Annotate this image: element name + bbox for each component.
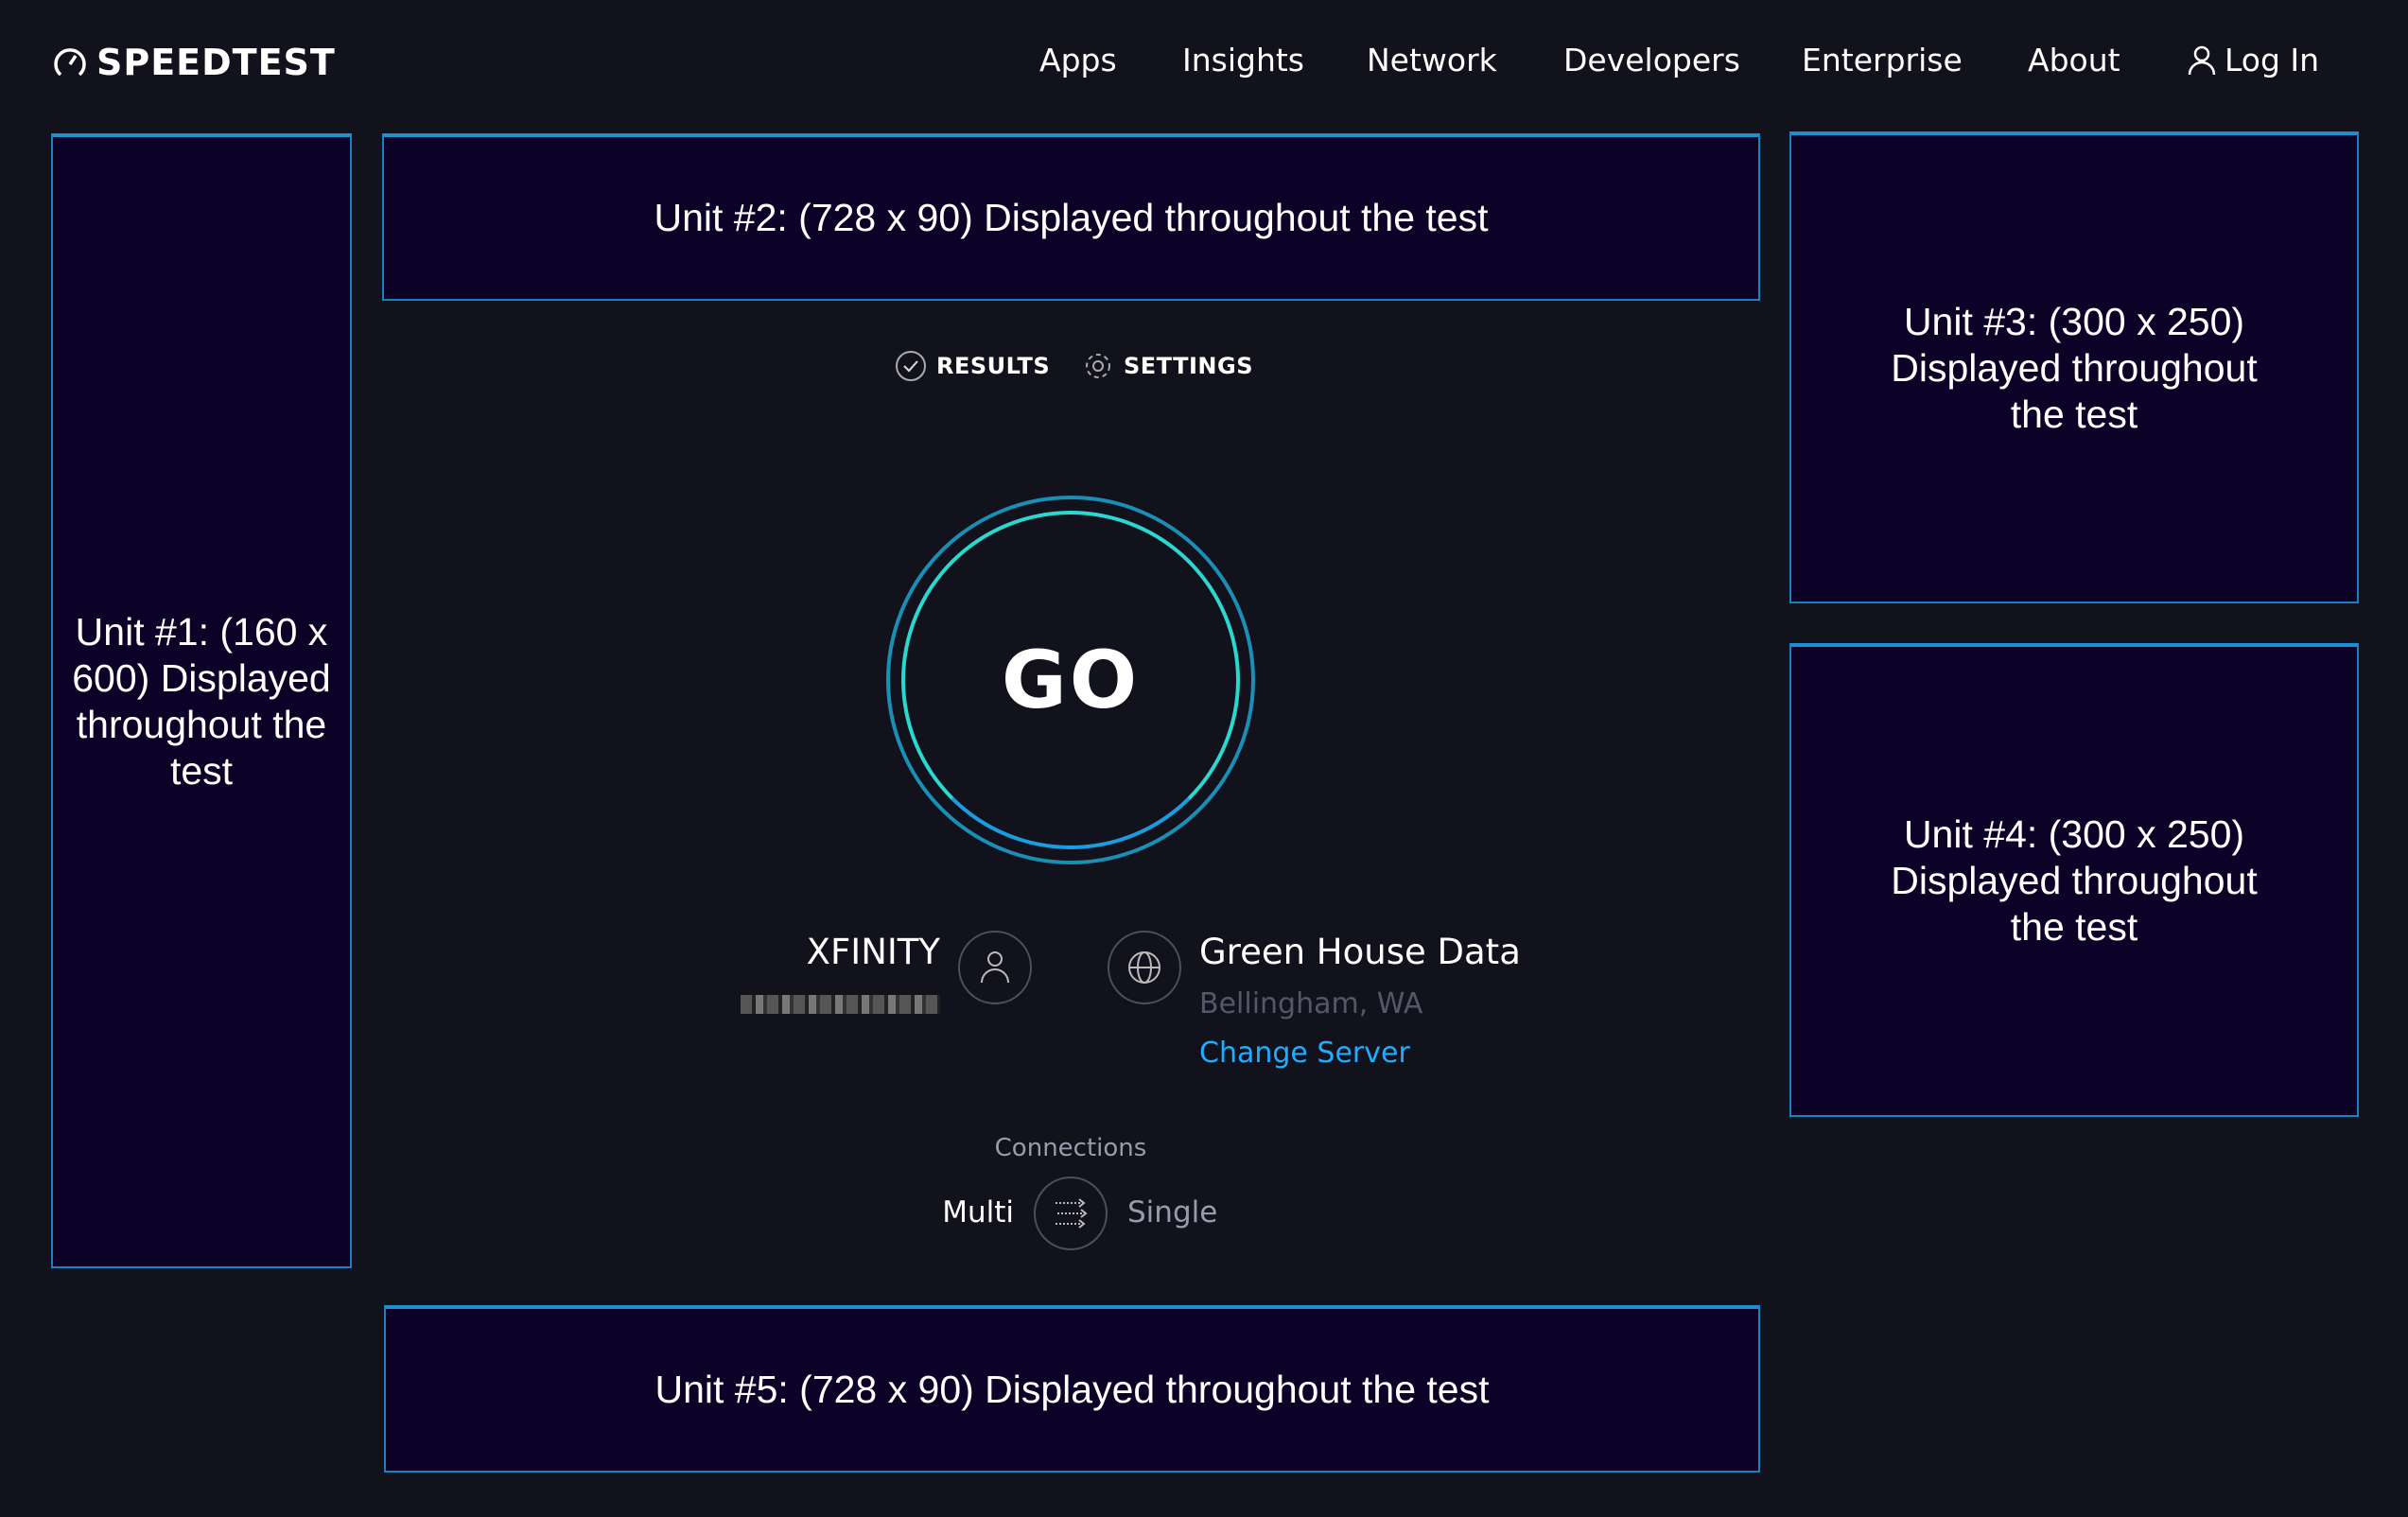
multi-option[interactable]: Multi [942, 1195, 1014, 1229]
user-icon [2188, 45, 2216, 75]
gear-icon [1086, 354, 1110, 378]
server-name: Green House Data [1199, 932, 1521, 972]
nav-enterprise[interactable]: Enterprise [1802, 42, 1963, 78]
ad-unit-1-text: Unit #1: (160 x 600) Displayed throughou… [72, 610, 331, 793]
ad-unit-4[interactable]: Unit #4: (300 x 250) Displayed throughou… [1789, 643, 2359, 1117]
go-label: GO [1001, 634, 1141, 726]
connections-toggle[interactable] [1034, 1177, 1108, 1250]
ad-unit-3[interactable]: Unit #3: (300 x 250) Displayed throughou… [1789, 131, 2359, 603]
logo-text: SPEEDTEST [96, 42, 336, 83]
gauge-icon [54, 48, 86, 77]
server-icon-button[interactable] [1108, 931, 1181, 1004]
nav-network[interactable]: Network [1367, 42, 1497, 78]
globe-icon [1128, 951, 1160, 984]
settings-label: SETTINGS [1124, 353, 1253, 379]
results-tab[interactable]: RESULTS [895, 350, 1050, 382]
isp-icon-button[interactable] [958, 931, 1032, 1004]
redacted-ip [741, 995, 940, 1014]
single-option[interactable]: Single [1127, 1195, 1218, 1229]
isp-name: XFINITY [806, 932, 940, 972]
nav-about[interactable]: About [2028, 42, 2120, 78]
nav-apps[interactable]: Apps [1039, 42, 1117, 78]
ad-unit-2-text: Unit #2: (728 x 90) Displayed throughout… [654, 196, 1489, 239]
ad-unit-1[interactable]: Unit #1: (160 x 600) Displayed throughou… [51, 133, 352, 1268]
ad-unit-5[interactable]: Unit #5: (728 x 90) Displayed throughout… [384, 1305, 1760, 1473]
nav-developers[interactable]: Developers [1563, 42, 1740, 78]
connections-label: Connections [994, 1134, 1147, 1162]
user-icon [981, 951, 1009, 984]
multi-arrows-icon [1056, 1198, 1088, 1229]
check-circle-icon [896, 351, 926, 381]
nav-insights[interactable]: Insights [1182, 42, 1305, 78]
login-label: Log In [2225, 42, 2320, 78]
settings-tab[interactable]: SETTINGS [1082, 350, 1253, 382]
ad-unit-2[interactable]: Unit #2: (728 x 90) Displayed throughout… [382, 133, 1760, 301]
ad-unit-3-text: Unit #3: (300 x 250) Displayed throughou… [1891, 300, 2258, 436]
change-server-link[interactable]: Change Server [1199, 1037, 1410, 1070]
ad-unit-5-text: Unit #5: (728 x 90) Displayed throughout… [654, 1368, 1490, 1411]
login-link[interactable]: Log In [2187, 42, 2319, 78]
results-label: RESULTS [936, 353, 1051, 379]
go-button[interactable]: GO [886, 496, 1255, 864]
server-location: Bellingham, WA [1199, 987, 1423, 1020]
speedtest-logo[interactable]: SPEEDTEST [51, 42, 336, 83]
ad-unit-4-text: Unit #4: (300 x 250) Displayed throughou… [1891, 812, 2258, 949]
